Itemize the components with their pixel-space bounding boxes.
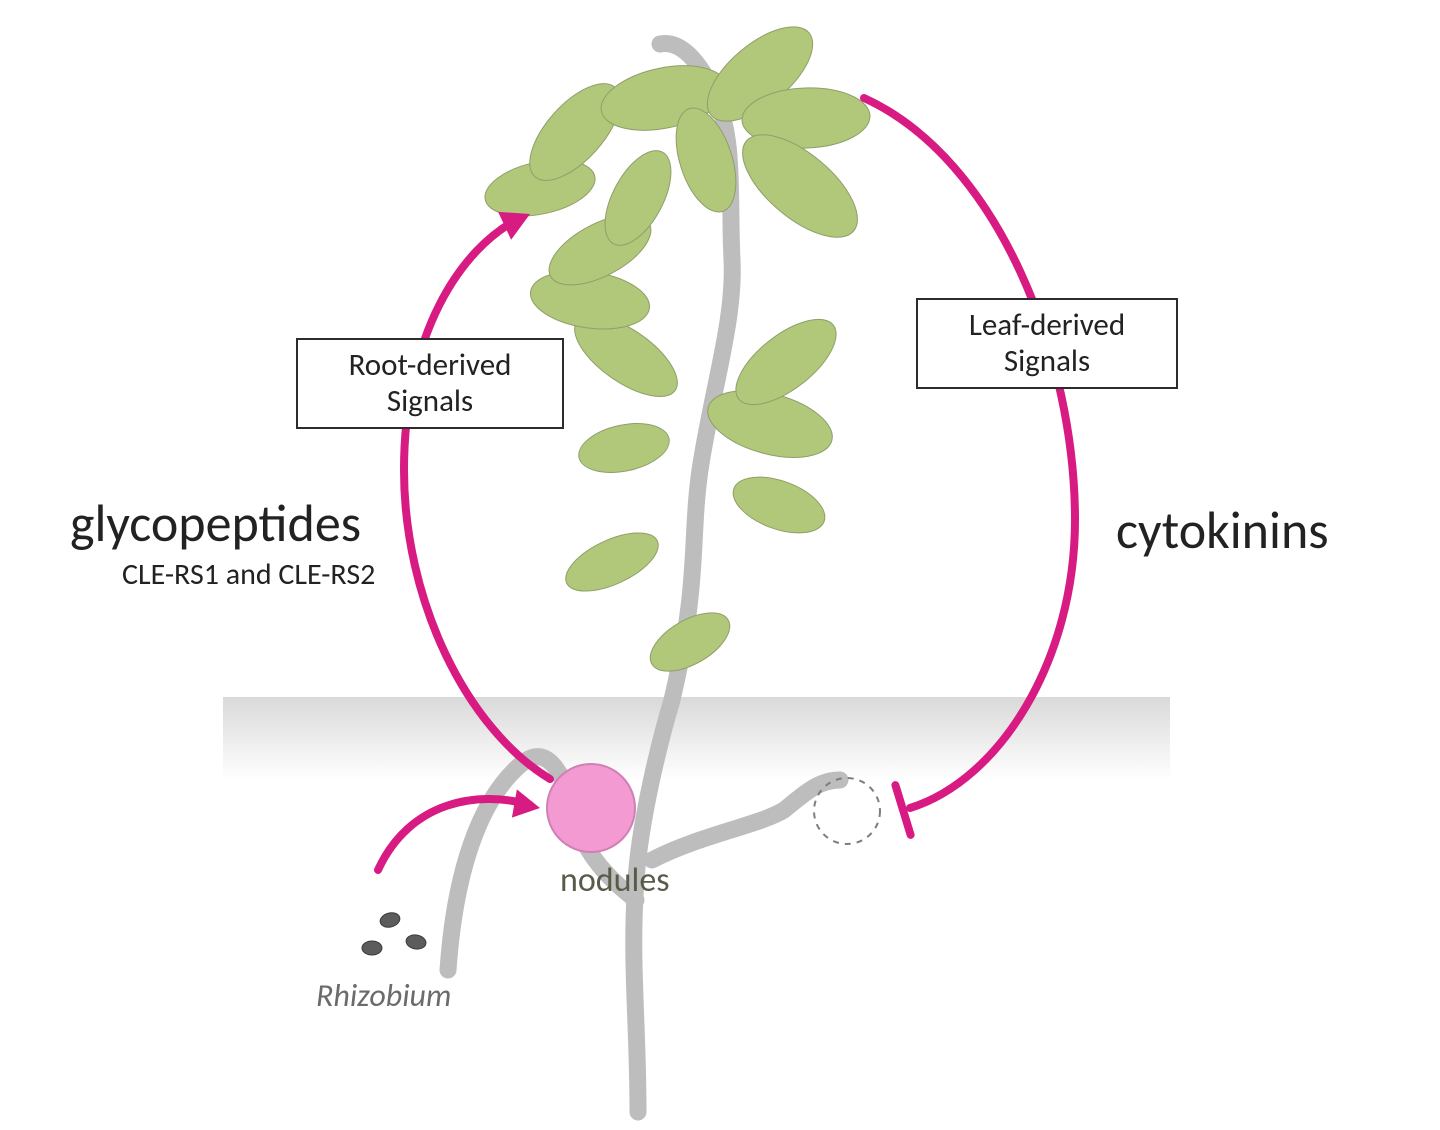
- label-leaf-derived-line2: Signals: [1004, 342, 1090, 380]
- label-glycopeptides-subtitle: CLE-RS1 and CLE-RS2: [122, 558, 375, 591]
- label-rhizobium: Rhizobium: [316, 978, 451, 1013]
- nodule-filled: [547, 764, 635, 852]
- rhizobium-dots: [362, 911, 427, 955]
- label-cytokinins: cytokinins: [1116, 502, 1329, 559]
- leaf: [726, 466, 833, 544]
- arrow-root-derived-signal: [404, 212, 550, 779]
- leaf: [557, 521, 666, 603]
- label-glycopeptides: glycopeptides: [70, 495, 361, 552]
- plant-root-right: [652, 780, 840, 860]
- rhizobium-dot: [405, 933, 427, 950]
- label-nodules: nodules: [560, 862, 670, 899]
- label-root-derived-signals: Root-derived Signals: [296, 338, 564, 429]
- label-leaf-derived-signals: Leaf-derived Signals: [916, 298, 1178, 389]
- rhizobium-dot: [362, 941, 382, 955]
- label-root-derived-line1: Root-derived: [349, 346, 512, 384]
- diagram-canvas: Root-derived Signals Leaf-derived Signal…: [0, 0, 1440, 1130]
- leaf: [574, 416, 674, 480]
- label-root-derived-line2: Signals: [387, 382, 473, 420]
- label-leaf-derived-line1: Leaf-derived: [969, 306, 1125, 344]
- rhizobium-dot: [379, 911, 402, 930]
